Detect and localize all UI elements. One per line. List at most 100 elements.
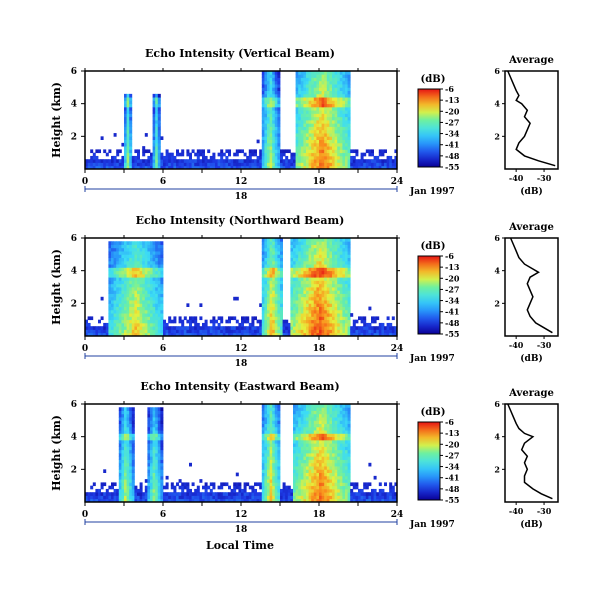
heatmap-cell <box>121 439 125 444</box>
heatmap-cell <box>329 479 333 483</box>
heatmap-cell <box>150 423 153 428</box>
heatmap-cell <box>311 449 315 454</box>
heatmap-cell <box>238 322 242 327</box>
heatmap-cell <box>326 456 330 460</box>
heatmap-cell <box>311 430 315 434</box>
heatmap-cell <box>121 472 125 477</box>
heatmap-cell <box>339 313 343 317</box>
average-profile-line <box>509 237 553 334</box>
heatmap-cell <box>243 162 247 167</box>
heatmap-cell <box>118 488 122 493</box>
heatmap-cell <box>264 71 268 75</box>
heatmap-cell <box>129 300 133 304</box>
heatmap-cell <box>337 472 341 477</box>
heatmap-cell <box>152 293 156 298</box>
heatmap-cell <box>308 420 312 424</box>
heatmap-cell <box>155 453 159 457</box>
heatmap-cell <box>134 283 138 288</box>
heatmap-cell <box>378 332 382 337</box>
heatmap-cell <box>298 93 302 98</box>
heatmap-cell <box>134 159 138 163</box>
heatmap-cell <box>251 329 255 334</box>
heatmap-cell <box>313 420 317 424</box>
heatmap-cell <box>150 456 153 460</box>
heatmap-cell <box>238 165 242 170</box>
heatmap-cell <box>381 159 385 163</box>
heatmap-cell <box>233 485 237 490</box>
heatmap-cell <box>113 303 117 307</box>
heatmap-cell <box>295 433 299 438</box>
heatmap-cell <box>321 322 325 327</box>
heatmap-cell <box>282 162 286 167</box>
heatmap-cell <box>293 238 296 242</box>
heatmap-cell <box>139 309 143 314</box>
heatmap-cell <box>243 485 247 490</box>
heatmap-cell <box>129 313 133 317</box>
heatmap-cell <box>147 162 151 167</box>
heatmap-cell <box>319 254 322 258</box>
heatmap-cell <box>126 413 130 418</box>
heatmap-cell <box>202 329 205 334</box>
heatmap-cell <box>144 283 148 288</box>
heatmap-cell <box>111 159 114 163</box>
heatmap-cell <box>329 260 333 265</box>
heatmap-cell <box>329 123 333 127</box>
heatmap-cell <box>311 97 315 101</box>
heatmap-cell <box>272 459 276 464</box>
heatmap-cell <box>165 485 169 490</box>
heatmap-cell <box>116 152 120 157</box>
heatmap-cell <box>267 155 270 160</box>
heatmap-cell <box>334 459 338 464</box>
heatmap-cell <box>272 287 276 291</box>
heatmap-cell <box>85 319 88 324</box>
heatmap-cell <box>111 283 114 288</box>
heatmap-cell <box>147 267 151 272</box>
heatmap-cell <box>235 492 239 496</box>
heatmap-cell <box>300 439 304 444</box>
heatmap-cell <box>233 482 237 487</box>
heatmap-cell <box>337 77 341 82</box>
heatmap-cell <box>347 126 351 131</box>
heatmap-cell <box>134 322 138 327</box>
heatmap-cell <box>129 290 133 294</box>
heatmap-cell <box>139 270 143 275</box>
heatmap-cell <box>300 313 304 317</box>
heatmap-cell <box>131 241 135 245</box>
heatmap-cell <box>339 453 343 457</box>
heatmap-cell <box>246 326 250 330</box>
heatmap-cell <box>306 283 309 288</box>
heatmap-cell <box>124 446 127 451</box>
heatmap-cell <box>212 165 216 170</box>
heatmap-cell <box>199 149 203 154</box>
heatmap-cell <box>121 453 125 457</box>
heatmap-cell <box>347 129 351 134</box>
heatmap-cell <box>303 462 307 467</box>
heatmap-cell <box>124 436 127 441</box>
heatmap-cell <box>295 449 299 454</box>
heatmap-cell <box>308 244 312 249</box>
heatmap-cell <box>207 485 211 490</box>
heatmap-cell <box>259 159 263 163</box>
heatmap-cell <box>316 436 320 441</box>
heatmap-cell <box>368 498 372 503</box>
heatmap-cell <box>321 479 325 483</box>
heatmap-cell <box>98 488 101 493</box>
heatmap-cell <box>376 492 380 496</box>
heatmap-cell <box>303 479 307 483</box>
heatmap-cell <box>337 485 341 490</box>
heatmap-cell <box>160 322 164 327</box>
heatmap-cell <box>254 149 257 154</box>
heatmap-cell <box>126 106 130 111</box>
heatmap-cell <box>319 90 322 95</box>
heatmap-cell <box>313 443 317 447</box>
heatmap-cell <box>293 475 296 480</box>
heatmap-cell <box>345 77 348 82</box>
heatmap-cell <box>196 162 200 167</box>
heatmap-cell <box>272 283 276 288</box>
heatmap-cell <box>111 247 114 252</box>
heatmap-cell <box>329 113 333 118</box>
heatmap-cell <box>267 113 270 118</box>
heatmap-cell <box>194 319 198 324</box>
heatmap-cell <box>319 123 322 127</box>
heatmap-cell <box>306 426 309 431</box>
